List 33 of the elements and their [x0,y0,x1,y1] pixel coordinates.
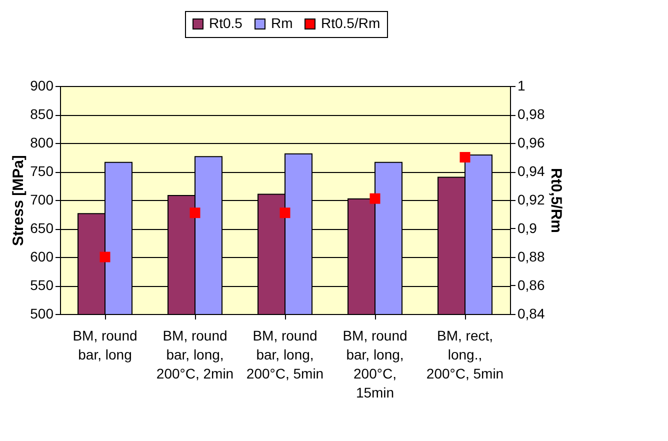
legend-label: Rm [271,15,293,31]
point [100,252,110,262]
y2-tick-label: 0,94 [518,163,545,179]
y2-tick-label: 0,98 [518,106,545,122]
y-tick-label: 550 [30,277,54,293]
legend-label: Rt0.5/Rm [321,15,380,31]
x-tick-label: BM, round bar, long, 200°C, 5min [246,328,324,382]
y2-tick-label: 0,88 [518,248,545,264]
y-tick-label: 600 [30,248,54,264]
point [370,193,380,204]
y-tick-label: 800 [30,134,54,150]
x-tick-label: BM, round bar, long, 200°C, 2min [156,328,234,382]
y2-tick-label: 0,92 [518,192,545,208]
y2-tick-label: 0,96 [518,134,545,150]
point [460,152,470,162]
y-axis-title: Stress [MPa] [10,155,28,246]
point [280,208,290,218]
legend-label: Rt0.5 [209,15,243,31]
y-tick-label: 750 [30,163,54,179]
y-tick-label: 850 [30,106,54,122]
y2-tick-label: 1 [518,78,526,94]
y2-tick-label: 0,84 [518,306,545,322]
y-tick-label: 650 [30,220,54,236]
y2-tick-label: 0,9 [518,220,538,236]
x-tick-label: BM, rect, long., 200°C, 5min [426,328,504,382]
y-tick-label: 700 [30,192,54,208]
x-tick-label: BM, round bar, long [72,328,138,362]
y2-axis-title: Rt0,5/Rm [548,168,565,234]
x-tick-label: BM, round bar, long, 200°C, 15min [342,328,408,400]
y2-tick-label: 0,86 [518,277,545,293]
y-tick-label: 500 [30,306,54,322]
y-tick-label: 900 [30,78,54,94]
point [190,208,200,218]
